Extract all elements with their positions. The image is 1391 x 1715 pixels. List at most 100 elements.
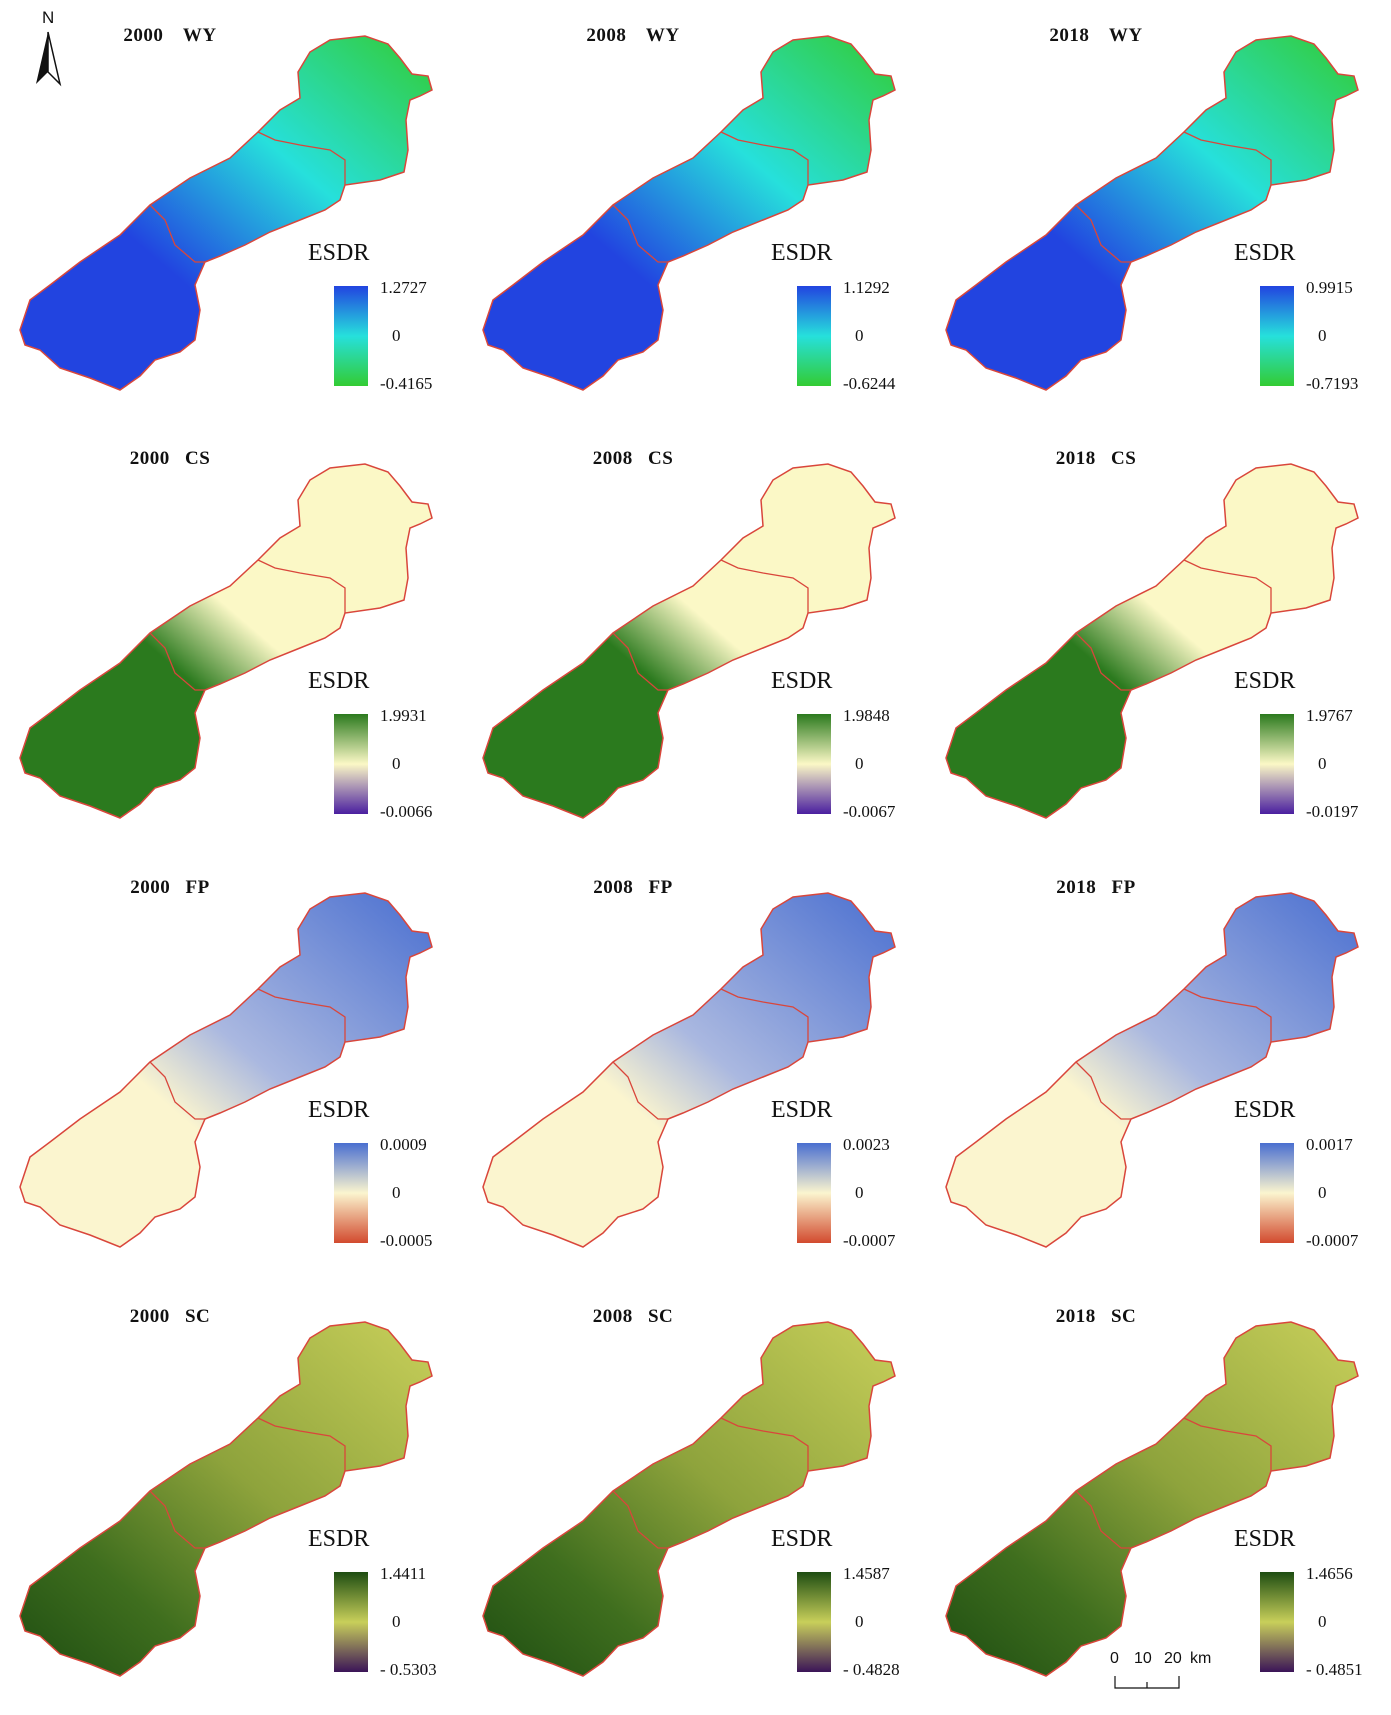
district-boundary (612, 1061, 668, 1120)
district-boundary (720, 559, 809, 613)
district-boundary (1183, 559, 1272, 613)
district-boundary (1183, 131, 1272, 185)
map-panel: 2000 SC ESDR 1.4411 0 - 0.5303 (0, 1286, 463, 1714)
legend: ESDR 1.4411 0 - 0.5303 (300, 1526, 460, 1706)
map-region (482, 1321, 896, 1677)
legend-title: ESDR (1234, 1526, 1296, 1552)
legend-title: ESDR (308, 668, 370, 694)
legend: ESDR 1.4656 0 - 0.4851 (1226, 1526, 1386, 1706)
scale-tick-10: 10 (1134, 1650, 1152, 1667)
panel-title: 2008 CS (592, 448, 674, 469)
map-panel: 2000 WY ESDR 1.2727 0 -0.4165 (0, 0, 463, 428)
legend: ESDR 1.2727 0 -0.4165 (300, 240, 460, 420)
north-arrow: N (28, 8, 68, 90)
legend-color-ramp (797, 286, 831, 386)
legend-max: 0.9915 (1306, 278, 1353, 297)
legend: ESDR 1.9848 0 -0.0067 (763, 668, 923, 848)
legend-min: -0.4165 (380, 374, 433, 393)
region-map (19, 1321, 433, 1677)
legend-max: 1.2727 (380, 278, 427, 297)
legend-max: 0.0017 (1306, 1135, 1353, 1154)
map-panel: 2018 FP ESDR 0.0017 0 -0.0007 (926, 857, 1389, 1285)
legend: ESDR 0.0009 0 -0.0005 (300, 1097, 460, 1277)
legend-mid: 0 (1318, 1612, 1327, 1631)
legend: ESDR 0.0023 0 -0.0007 (763, 1097, 923, 1277)
map-panel: 2008 CS ESDR 1.9848 0 -0.0067 (463, 428, 926, 856)
legend-title: ESDR (771, 668, 833, 694)
legend-min: -0.0005 (380, 1231, 433, 1250)
map-panel: 2000 CS ESDR 1.9931 0 -0.0066 (0, 428, 463, 856)
legend-min: - 0.4851 (1306, 1660, 1363, 1679)
legend: ESDR 0.0017 0 -0.0007 (1226, 1097, 1386, 1277)
legend-mid: 0 (1318, 754, 1327, 773)
map-region (19, 35, 433, 391)
district-boundary (612, 632, 668, 691)
legend-min: -0.6244 (843, 374, 896, 393)
district-boundary (1075, 1490, 1131, 1549)
region-map (19, 35, 433, 391)
scale-tick-0: 0 (1110, 1650, 1119, 1667)
panel-title: 2000 WY (123, 25, 217, 46)
legend-mid: 0 (392, 1183, 401, 1202)
region-map (482, 1321, 896, 1677)
north-label: N (42, 8, 55, 27)
legend-mid: 0 (392, 1612, 401, 1631)
panel-title: 2008 FP (593, 877, 673, 898)
legend-title: ESDR (1234, 1097, 1296, 1123)
legend-max: 1.9767 (1306, 706, 1353, 725)
legend-color-ramp (334, 1143, 368, 1243)
legend-max: 1.1292 (843, 278, 890, 297)
region-map (945, 35, 1359, 391)
legend-max: 1.9931 (380, 706, 427, 725)
legend-title: ESDR (1234, 240, 1296, 266)
map-region (482, 463, 896, 819)
district-boundary (1183, 988, 1272, 1042)
legend-min: -0.0067 (843, 802, 896, 821)
region-map (945, 892, 1359, 1248)
legend-min: -0.0066 (380, 802, 433, 821)
legend-min: - 0.5303 (380, 1660, 437, 1679)
legend-color-ramp (797, 1143, 831, 1243)
legend-min: -0.0197 (1306, 802, 1359, 821)
legend: ESDR 1.9767 0 -0.0197 (1226, 668, 1386, 848)
district-boundary (612, 1490, 668, 1549)
legend-mid: 0 (855, 754, 864, 773)
region-map (945, 463, 1359, 819)
legend-mid: 0 (855, 1183, 864, 1202)
map-region (482, 892, 896, 1248)
map-panel: 2018 WY ESDR 0.9915 0 -0.7193 (926, 0, 1389, 428)
district-boundary (720, 131, 809, 185)
legend-color-ramp (1260, 1572, 1294, 1672)
map-region (19, 892, 433, 1248)
legend-title: ESDR (308, 1526, 370, 1552)
map-panel: 2008 WY ESDR 1.1292 0 -0.6244 (463, 0, 926, 428)
map-region (945, 1321, 1359, 1677)
map-region (945, 463, 1359, 819)
legend: ESDR 0.9915 0 -0.7193 (1226, 240, 1386, 420)
map-panel: 2018 CS ESDR 1.9767 0 -0.0197 (926, 428, 1389, 856)
legend-max: 0.0009 (380, 1135, 427, 1154)
legend-min: -0.7193 (1306, 374, 1359, 393)
district-boundary (149, 632, 205, 691)
legend-color-ramp (1260, 286, 1294, 386)
legend-title: ESDR (771, 240, 833, 266)
district-boundary (612, 204, 668, 263)
legend-title: ESDR (308, 1097, 370, 1123)
region-map (19, 463, 433, 819)
district-boundary (1183, 1417, 1272, 1471)
legend-mid: 0 (392, 326, 401, 345)
legend-mid: 0 (855, 326, 864, 345)
district-boundary (720, 1417, 809, 1471)
legend-mid: 0 (1318, 326, 1327, 345)
region-map (945, 1321, 1359, 1677)
legend-color-ramp (334, 286, 368, 386)
district-boundary (257, 1417, 346, 1471)
map-region (19, 463, 433, 819)
legend-title: ESDR (771, 1097, 833, 1123)
legend-color-ramp (1260, 714, 1294, 814)
region-map (482, 892, 896, 1248)
legend-color-ramp (334, 1572, 368, 1672)
legend-title: ESDR (771, 1526, 833, 1552)
panel-title: 2018 SC (1055, 1306, 1137, 1327)
map-region (945, 892, 1359, 1248)
